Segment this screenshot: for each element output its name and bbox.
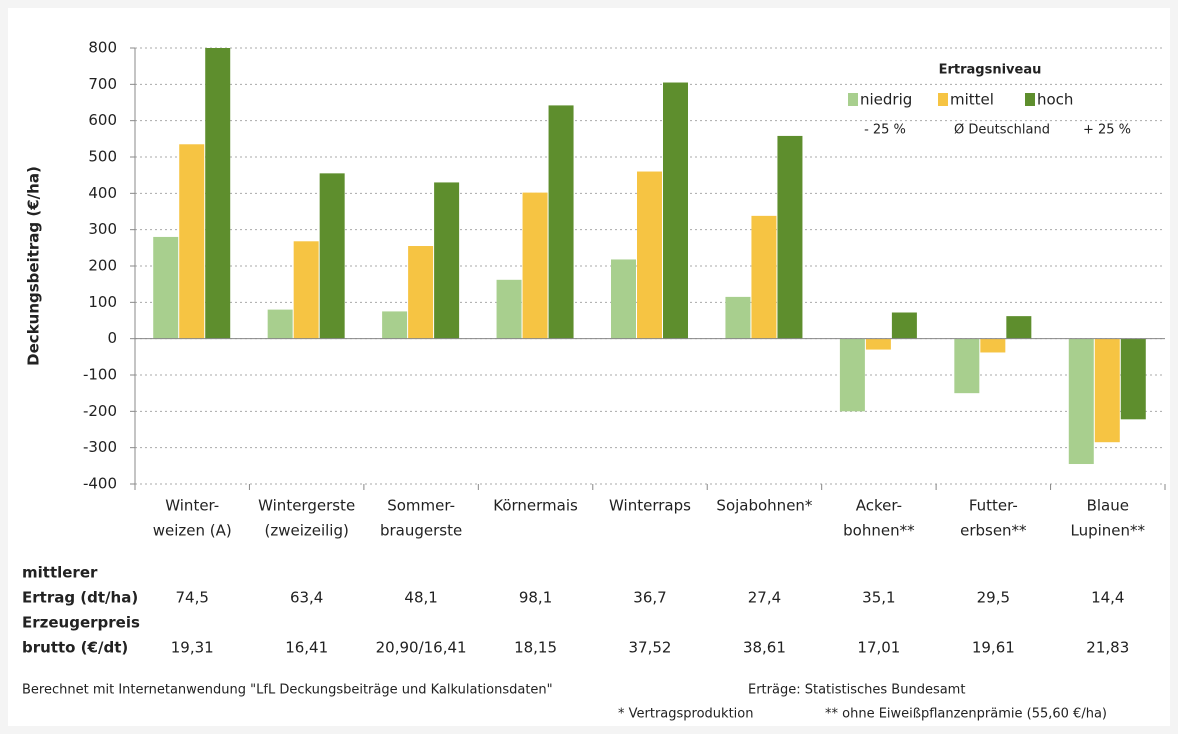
table-cell: 48,1 [404, 589, 437, 607]
y-tick-label: 200 [88, 257, 117, 275]
legend-label: hoch [1037, 91, 1073, 109]
y-tick-label: 500 [88, 148, 117, 166]
table-cell: 16,41 [285, 639, 328, 657]
x-tick-label: Acker- [856, 497, 902, 515]
bar [179, 144, 205, 339]
y-tick-label: 700 [88, 75, 117, 93]
table-cell: 20,90/16,41 [376, 639, 467, 657]
bar [293, 241, 319, 339]
table-cell: 29,5 [977, 589, 1010, 607]
x-tick-label: (zweizeilig) [264, 522, 348, 540]
y-tick-label: -300 [83, 438, 117, 456]
bar [1006, 316, 1032, 339]
x-tick-label: weizen (A) [153, 522, 232, 540]
legend-label: niedrig [860, 91, 912, 109]
x-tick-label: bohnen** [843, 522, 915, 540]
row-label: mittlerer [22, 564, 98, 582]
table-cell: 17,01 [857, 639, 900, 657]
table-cell: 19,61 [972, 639, 1015, 657]
bar [434, 182, 460, 339]
bar [637, 171, 662, 339]
bar [408, 246, 434, 339]
y-tick-label: 800 [88, 39, 117, 57]
table-cell: 18,15 [514, 639, 557, 657]
bar [153, 236, 179, 339]
table-cell: 98,1 [519, 589, 552, 607]
bar [522, 192, 548, 339]
bar [980, 338, 1006, 353]
y-axis-label: Deckungsbeitrag (€/ha) [25, 166, 43, 366]
bar [382, 311, 408, 339]
legend-note: - 25 % [864, 123, 906, 138]
table-cell: 38,61 [743, 639, 786, 657]
y-tick-label: 0 [107, 329, 117, 347]
table-cell: 74,5 [176, 589, 209, 607]
bar [267, 309, 293, 339]
bar [777, 135, 803, 339]
legend-swatch [938, 93, 948, 106]
bar [205, 48, 231, 339]
x-tick-label: Lupinen** [1071, 522, 1146, 540]
bar [1094, 338, 1120, 443]
legend-note: Ø Deutschland [954, 123, 1050, 138]
x-tick-label: Winterraps [609, 497, 691, 515]
bar [1120, 338, 1146, 420]
footer-yield-source: Erträge: Statistisches Bundesamt [748, 683, 965, 698]
table-cell: 14,4 [1091, 589, 1124, 607]
legend-swatch [1025, 93, 1035, 106]
x-tick-label: erbsen** [960, 522, 1027, 540]
bar [611, 259, 636, 339]
y-tick-label: 400 [88, 184, 117, 202]
footer-source: Berechnet mit Internetanwendung "LfL Dec… [22, 683, 553, 698]
x-tick-label: Blaue [1087, 497, 1129, 515]
legend-note: + 25 % [1083, 123, 1131, 138]
legend-swatch [848, 93, 858, 106]
bar [548, 105, 574, 339]
x-tick-label: Futter- [969, 497, 1018, 515]
footer-note: ** ohne Eiweißpflanzenprämie (55,60 €/ha… [825, 707, 1107, 722]
y-tick-label: 100 [88, 293, 117, 311]
row-label: brutto (€/dt) [22, 639, 128, 657]
x-tick-label: braugerste [380, 522, 462, 540]
table-cell: 37,52 [629, 639, 672, 657]
bar [839, 338, 865, 412]
y-tick-label: 600 [88, 111, 117, 129]
x-tick-label: Sojabohnen* [716, 497, 813, 515]
table-cell: 63,4 [290, 589, 323, 607]
table-cell: 35,1 [862, 589, 895, 607]
bar [954, 338, 980, 394]
legend-label: mittel [950, 91, 994, 109]
table-cell: 19,31 [171, 639, 214, 657]
row-label: Erzeugerpreis [22, 614, 140, 632]
panel [8, 8, 1170, 726]
bar [865, 338, 891, 350]
legend-title: Ertragsniveau [939, 63, 1042, 78]
y-tick-label: -200 [83, 402, 117, 420]
bar [496, 279, 522, 339]
y-tick-label: -100 [83, 366, 117, 384]
x-tick-label: Winter- [165, 497, 219, 515]
bar [751, 215, 777, 339]
table-cell: 21,83 [1086, 639, 1129, 657]
table-cell: 36,7 [633, 589, 666, 607]
table-cell: 27,4 [748, 589, 781, 607]
bar [319, 173, 345, 339]
bar [1068, 338, 1094, 465]
footer-note: * Vertragsproduktion [618, 707, 753, 722]
bar [891, 312, 917, 339]
bar [663, 82, 688, 339]
bar [725, 296, 751, 339]
y-tick-label: -400 [83, 475, 117, 493]
x-tick-label: Körnermais [493, 497, 578, 515]
y-tick-label: 300 [88, 220, 117, 238]
x-tick-label: Wintergerste [258, 497, 355, 515]
x-tick-label: Sommer- [387, 497, 455, 515]
row-label: Ertrag (dt/ha) [22, 589, 138, 607]
